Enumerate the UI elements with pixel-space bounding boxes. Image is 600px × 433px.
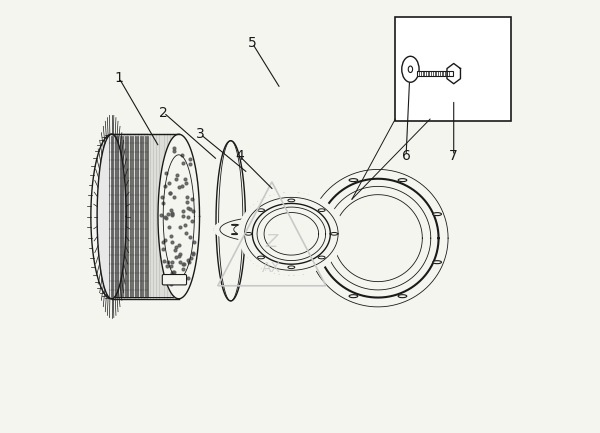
Ellipse shape	[349, 295, 358, 297]
Ellipse shape	[331, 233, 338, 235]
Ellipse shape	[289, 224, 295, 226]
Polygon shape	[298, 160, 458, 317]
Polygon shape	[158, 134, 200, 299]
Ellipse shape	[433, 213, 442, 216]
Ellipse shape	[260, 238, 266, 239]
Ellipse shape	[314, 261, 323, 264]
Polygon shape	[247, 220, 327, 243]
Ellipse shape	[232, 233, 238, 235]
Polygon shape	[317, 179, 439, 297]
Polygon shape	[253, 204, 331, 264]
Text: 6: 6	[401, 149, 410, 163]
FancyBboxPatch shape	[163, 275, 187, 285]
Ellipse shape	[318, 256, 325, 259]
Ellipse shape	[245, 233, 252, 235]
Ellipse shape	[402, 56, 419, 82]
Ellipse shape	[398, 295, 407, 297]
Ellipse shape	[257, 256, 265, 259]
Text: 3: 3	[196, 127, 205, 141]
Text: 5: 5	[248, 36, 257, 50]
Polygon shape	[239, 193, 344, 275]
Ellipse shape	[318, 209, 325, 212]
Ellipse shape	[408, 66, 413, 73]
Text: AX: AX	[262, 262, 281, 275]
Ellipse shape	[398, 179, 407, 181]
Ellipse shape	[289, 233, 295, 235]
Ellipse shape	[288, 266, 295, 268]
Text: 1: 1	[115, 71, 124, 85]
Polygon shape	[214, 216, 313, 243]
Ellipse shape	[349, 179, 358, 181]
Bar	[417, 71, 453, 76]
Text: Z: Z	[266, 233, 278, 252]
Polygon shape	[447, 64, 460, 84]
Polygon shape	[97, 134, 126, 299]
Bar	[395, 17, 511, 121]
Ellipse shape	[260, 220, 266, 221]
Text: 4: 4	[235, 149, 244, 163]
Ellipse shape	[232, 224, 238, 226]
Ellipse shape	[257, 209, 265, 212]
Text: 7: 7	[449, 149, 458, 163]
Ellipse shape	[314, 213, 323, 216]
Text: 2: 2	[159, 106, 168, 120]
Ellipse shape	[288, 199, 295, 202]
Polygon shape	[216, 141, 245, 301]
Ellipse shape	[433, 261, 442, 264]
